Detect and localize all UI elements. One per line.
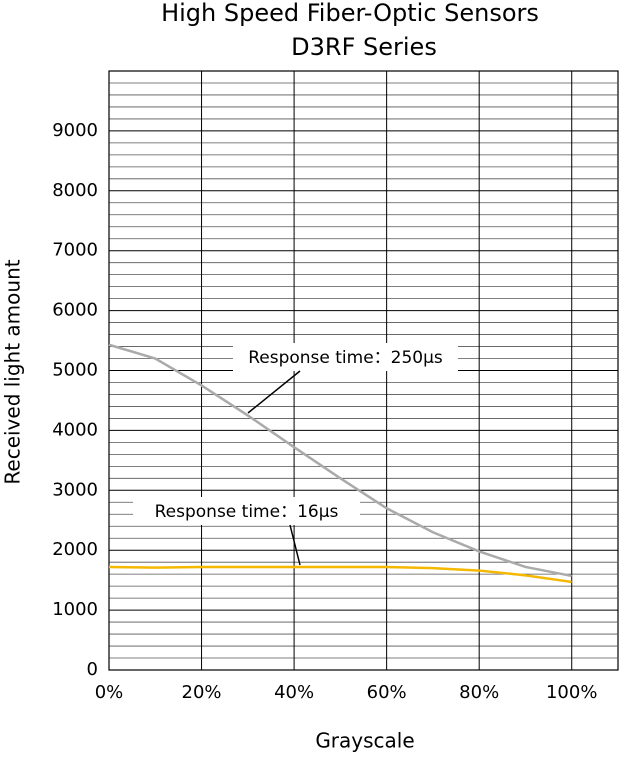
x-tick-label: 60% <box>367 682 407 703</box>
x-tick-label: 100% <box>546 682 597 703</box>
y-tick-label: 7000 <box>52 240 98 261</box>
y-tick-label: 2000 <box>52 539 98 560</box>
y-tick-label: 0 <box>87 659 98 680</box>
annotation: Response time：250μs <box>248 348 443 368</box>
annotation-leader <box>247 370 301 414</box>
x-tick-label: 0% <box>95 682 124 703</box>
series-line <box>108 565 572 584</box>
annotation-box <box>133 497 360 525</box>
x-tick-label: 40% <box>274 682 314 703</box>
x-axis-label: Grayscale <box>315 729 414 753</box>
annotation: Response time：16μs <box>155 502 339 522</box>
x-tick-label: 80% <box>459 682 499 703</box>
series-line <box>108 343 572 578</box>
y-tick-label: 5000 <box>52 360 98 381</box>
y-tick-label: 1000 <box>52 599 98 620</box>
x-tick-label: 20% <box>182 682 222 703</box>
chart-subtitle: D3RF Series <box>291 33 437 61</box>
y-axis-label: Received light amount <box>1 259 25 484</box>
y-tick-label: 9000 <box>52 120 98 141</box>
y-tick-label: 3000 <box>52 479 98 500</box>
annotation-box <box>233 343 458 371</box>
y-tick-label: 6000 <box>52 300 98 321</box>
annotation-leader <box>289 524 301 566</box>
chart-title: High Speed Fiber-Optic Sensors <box>161 0 539 27</box>
y-tick-label: 4000 <box>52 419 98 440</box>
y-tick-label: 8000 <box>52 180 98 201</box>
